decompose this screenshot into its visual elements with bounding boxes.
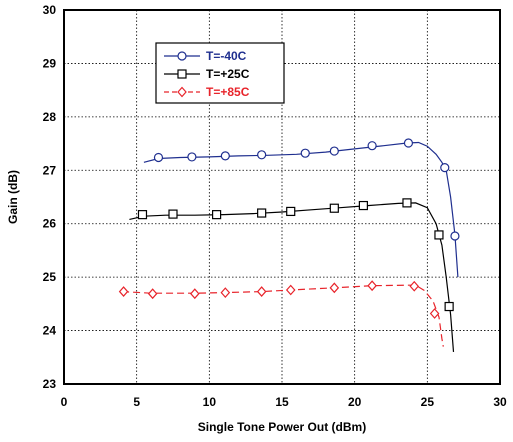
legend-swatch-marker xyxy=(177,69,187,79)
data-point xyxy=(367,280,377,292)
legend-swatch-marker xyxy=(177,86,187,98)
grid xyxy=(64,10,500,384)
x-tick-label: 5 xyxy=(133,395,140,409)
data-point xyxy=(153,152,164,163)
legend-swatch-marker xyxy=(177,51,187,61)
data-point xyxy=(402,198,412,208)
data-point xyxy=(212,210,222,220)
legend-box xyxy=(155,42,285,104)
series-line xyxy=(129,202,455,352)
data-point xyxy=(444,301,454,312)
y-axis-title: Gain (dB) xyxy=(6,170,20,224)
data-point xyxy=(329,282,340,294)
data-point xyxy=(434,230,444,240)
x-tick-label: 20 xyxy=(348,395,362,409)
data-point xyxy=(187,152,197,162)
data-point xyxy=(256,286,267,297)
y-tick-label: 24 xyxy=(43,324,57,338)
data-point xyxy=(403,138,414,148)
data-point xyxy=(147,288,158,300)
data-point xyxy=(285,284,296,296)
tick-labels: 0 5 10 15 20 25 30 23 24 25 26 27 28 29 30 xyxy=(43,3,507,409)
series-t85c xyxy=(118,280,444,347)
legend-label: T=-40C xyxy=(206,49,247,63)
data-point xyxy=(257,208,267,218)
legend: T=-40C T=+25C T=+85C xyxy=(155,42,285,104)
series-t25c xyxy=(129,198,455,352)
data-point xyxy=(367,141,377,151)
data-point xyxy=(300,148,310,158)
y-tick-label: 30 xyxy=(43,3,57,17)
x-tick-label: 15 xyxy=(275,395,289,409)
data-point xyxy=(168,209,178,219)
data-point xyxy=(450,231,460,241)
data-point xyxy=(440,163,450,173)
series-line xyxy=(122,284,444,347)
data-point xyxy=(189,288,200,300)
series-t40c xyxy=(143,138,460,278)
data-point xyxy=(329,203,339,213)
data-point xyxy=(257,150,267,160)
data-point xyxy=(329,146,339,156)
y-tick-label: 25 xyxy=(43,270,57,284)
y-tick-label: 23 xyxy=(43,377,57,391)
data-point xyxy=(286,206,296,217)
y-tick-label: 29 xyxy=(43,56,57,70)
y-tick-label: 26 xyxy=(43,217,57,231)
plot-frame xyxy=(63,9,501,385)
series-layer xyxy=(118,138,460,352)
data-point xyxy=(220,287,231,299)
y-tick-label: 27 xyxy=(43,163,57,177)
x-tick-label: 10 xyxy=(203,395,217,409)
x-tick-label: 0 xyxy=(61,395,68,409)
legend-label: T=+25C xyxy=(206,67,250,81)
data-point xyxy=(137,210,148,220)
data-point xyxy=(429,308,440,319)
x-tick-label: 30 xyxy=(493,395,507,409)
y-tick-label: 28 xyxy=(43,110,57,124)
x-axis-title: Single Tone Power Out (dBm) xyxy=(198,420,366,434)
x-tick-label: 25 xyxy=(421,395,435,409)
data-point xyxy=(220,151,230,161)
legend-label: T=+85C xyxy=(206,85,250,99)
data-point xyxy=(409,280,420,292)
data-point xyxy=(118,286,129,297)
data-point xyxy=(358,200,368,211)
